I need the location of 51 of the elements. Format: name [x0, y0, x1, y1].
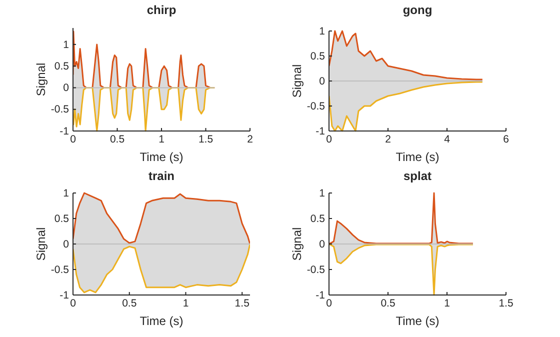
y-tick-label: 0.5 [54, 60, 70, 72]
x-tick-label: 2 [385, 133, 392, 146]
y-tick-label: -0.5 [50, 264, 70, 276]
x-tick-label: 4 [444, 133, 450, 146]
line-series [329, 192, 474, 245]
y-tick-label: 0.5 [54, 212, 70, 225]
y-axis-title: Signal [34, 62, 48, 96]
y-tick-label: 0 [319, 75, 326, 88]
y-tick-label: -1 [316, 289, 326, 302]
x-axis-title: Time (s) [396, 150, 440, 164]
chart-title: splat [403, 169, 432, 183]
x-axis-title: Time (s) [140, 150, 184, 164]
y-tick-label: 0 [319, 238, 326, 250]
chart-title: train [148, 169, 175, 183]
x-tick-label: 2 [247, 133, 254, 146]
y-axis-title: Signal [34, 227, 48, 261]
line-series [329, 243, 474, 296]
x-axis-title: Time (s) [140, 314, 184, 328]
line-series [73, 86, 216, 132]
chart-title: chirp [146, 3, 176, 17]
line-series [329, 81, 484, 132]
y-tick-label: 0 [63, 238, 70, 250]
y-tick-label: 1 [319, 25, 326, 38]
x-tick-label: 0.5 [380, 297, 396, 310]
line-series [329, 30, 484, 80]
x-tick-label: 1 [444, 297, 450, 310]
y-tick-label: -0.5 [50, 104, 70, 116]
y-tick-label: -0.5 [306, 100, 326, 112]
x-tick-label: 1.5 [234, 297, 250, 310]
chart-title: gong [402, 3, 432, 17]
y-tick-label: 0.5 [310, 50, 326, 62]
y-tick-label: 0 [63, 82, 70, 94]
y-tick-label: -1 [60, 289, 70, 302]
y-tick-label: 1 [63, 38, 70, 51]
x-tick-label: 1.5 [498, 297, 514, 310]
x-tick-label: 1 [182, 297, 189, 310]
x-axis-title: Time (s) [396, 314, 440, 328]
y-tick-label: 1 [63, 187, 70, 200]
y-tick-label: 0.5 [310, 212, 326, 225]
y-axis-title: Signal [290, 64, 304, 98]
line-series [73, 192, 250, 245]
x-tick-label: 1 [158, 133, 165, 146]
x-tick-label: 0.5 [122, 297, 137, 310]
y-tick-label: 1 [319, 187, 326, 200]
x-tick-label: 1.5 [198, 133, 214, 146]
y-tick-label: -1 [60, 125, 70, 138]
y-tick-label: -0.5 [306, 264, 326, 276]
x-tick-label: 6 [503, 133, 510, 146]
y-axis-title: Signal [290, 227, 304, 261]
x-tick-label: 0.5 [110, 133, 125, 146]
y-tick-label: -1 [316, 125, 326, 138]
